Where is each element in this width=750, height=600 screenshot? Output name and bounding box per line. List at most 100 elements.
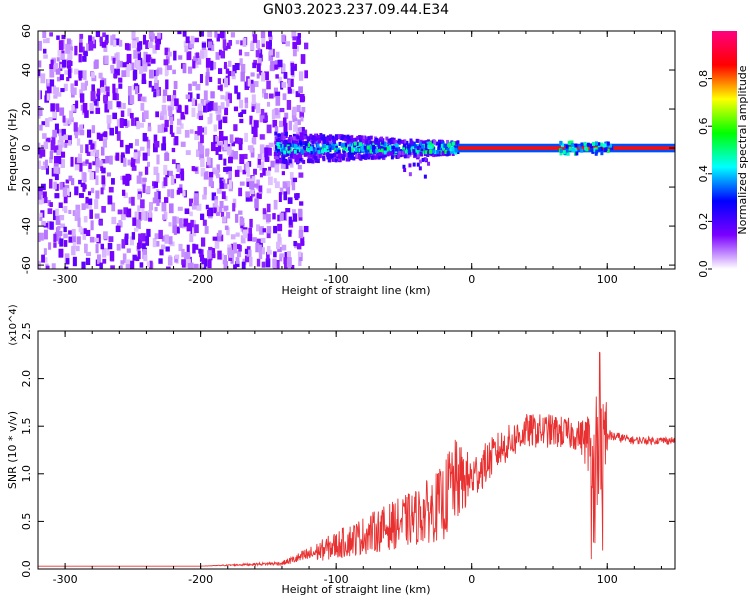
spectrogram-cell bbox=[102, 78, 107, 87]
spectrogram-cell bbox=[168, 236, 173, 245]
spectrogram-cell bbox=[205, 148, 209, 157]
spectrogram-cell bbox=[259, 144, 265, 154]
spectrogram-cell bbox=[306, 152, 310, 157]
spectrogram-cell bbox=[253, 127, 258, 138]
spectrogram-cell bbox=[118, 77, 123, 83]
spectrogram-cell bbox=[48, 178, 53, 189]
spectrogram-cell bbox=[133, 152, 138, 160]
spectrogram-cell bbox=[154, 233, 159, 240]
spectrogram-cell bbox=[240, 63, 246, 74]
spectrogram-cell bbox=[177, 31, 182, 35]
spectrogram-cell bbox=[64, 266, 69, 269]
spectrogram-cell bbox=[138, 171, 143, 176]
spectrogram-cell bbox=[197, 103, 203, 112]
spectrogram-cell bbox=[129, 62, 135, 71]
spectrogram-cell bbox=[144, 166, 149, 175]
spectrogram-cell bbox=[450, 149, 454, 154]
spectrogram-cell bbox=[283, 191, 288, 201]
spectrogram-cell bbox=[344, 137, 348, 142]
spectrogram-cell bbox=[441, 141, 445, 146]
spectrogram-cell bbox=[193, 193, 199, 201]
spectrogram-cell bbox=[252, 237, 257, 242]
spectrogram-cell bbox=[211, 248, 216, 254]
spectrogram-cell bbox=[441, 151, 445, 156]
spectrogram-cell bbox=[291, 63, 297, 71]
spectrogram-cell bbox=[300, 116, 304, 122]
spectrogram-cell bbox=[250, 83, 255, 93]
spectrogram-cell bbox=[357, 155, 361, 160]
spectrogram-cell bbox=[92, 39, 97, 49]
spectrogram-cell bbox=[292, 49, 297, 57]
spectrogram-cell bbox=[147, 122, 151, 127]
spectrogram-cell bbox=[38, 160, 42, 169]
spectrogram-cell bbox=[156, 154, 160, 165]
spectrogram-cell bbox=[214, 238, 220, 249]
spectrogram-cell bbox=[192, 81, 198, 87]
spectrogram-cell bbox=[351, 138, 355, 143]
spectrogram-cell bbox=[311, 145, 315, 150]
spectrogram-cell bbox=[559, 151, 563, 156]
spectrogram-cell bbox=[202, 219, 207, 226]
spectrogram-cell bbox=[78, 193, 84, 198]
spectrogram-cell bbox=[100, 243, 105, 250]
spectrogram-cell bbox=[71, 178, 75, 186]
spectrogram-cell bbox=[200, 237, 206, 247]
spectrogram-cell bbox=[67, 139, 72, 146]
spectrogram-cell bbox=[424, 150, 428, 155]
spectrogram-cell bbox=[418, 166, 422, 171]
spectrogram-cell bbox=[145, 235, 150, 246]
spectrogram-cell bbox=[171, 147, 176, 153]
spectrogram-cell bbox=[276, 136, 280, 141]
spectrogram-cell bbox=[268, 35, 273, 40]
y-tick-label: 2.0 bbox=[20, 370, 33, 388]
spectrogram-cell bbox=[275, 51, 280, 58]
spectrogram-cell bbox=[348, 146, 352, 151]
spectrogram-cell bbox=[279, 107, 285, 113]
spectrogram-cell bbox=[351, 148, 355, 153]
spectrogram-cell bbox=[268, 31, 272, 37]
spectrogram-cell bbox=[282, 182, 288, 189]
spectrogram-cell bbox=[183, 251, 189, 260]
spectrogram-cell bbox=[446, 139, 450, 144]
spectrogram-cell bbox=[194, 37, 199, 43]
spectrogram-cell bbox=[246, 249, 252, 257]
spectrogram-cell bbox=[261, 37, 266, 44]
snr-y-axis-label: SNR (10 * v/v) bbox=[6, 411, 19, 489]
spectrogram-cell bbox=[142, 63, 148, 72]
spectrogram-cell bbox=[107, 242, 113, 250]
spectrogram-cell bbox=[238, 187, 243, 197]
spectrogram-cell bbox=[135, 60, 141, 70]
spectrogram-cell bbox=[259, 70, 263, 76]
spectrogram-cell bbox=[60, 88, 65, 93]
spectrogram-cell bbox=[209, 113, 213, 123]
spectrogram-cell bbox=[120, 260, 125, 265]
spectrogram-cell bbox=[219, 177, 224, 184]
spectrogram-cell bbox=[259, 172, 263, 178]
spectrogram-cell bbox=[243, 153, 248, 160]
spectrogram-cell bbox=[208, 246, 213, 253]
spectrogram-cell bbox=[44, 159, 48, 169]
spectrogram-cell bbox=[120, 110, 125, 117]
spectrogram-cell bbox=[289, 172, 294, 180]
spectrogram-cell bbox=[257, 244, 262, 252]
spectrogram-cell bbox=[345, 147, 349, 152]
spectrogram-cell bbox=[59, 182, 63, 190]
spectrogram-cell bbox=[383, 141, 387, 146]
spectrogram-cell bbox=[38, 90, 41, 100]
spectrogram-cell bbox=[405, 140, 409, 145]
spectrogram-cell bbox=[323, 139, 327, 144]
spectrogram-cell bbox=[271, 48, 275, 57]
spectrogram-cell bbox=[122, 62, 127, 68]
spectrogram-cell bbox=[424, 143, 428, 148]
spectrogram-cell bbox=[57, 50, 62, 57]
spectrogram-cell bbox=[155, 40, 160, 50]
y-tick-label: -20 bbox=[20, 178, 33, 196]
spectrogram-cell bbox=[79, 124, 84, 133]
spectrogram-cell bbox=[87, 191, 91, 196]
spectrogram-cell bbox=[46, 220, 52, 230]
spectrogram-cell bbox=[249, 218, 253, 228]
spectrogram-cell bbox=[408, 172, 412, 177]
spectrogram-cell bbox=[164, 67, 168, 77]
spectrogram-cell bbox=[195, 52, 200, 58]
spectrogram-cell bbox=[406, 144, 410, 149]
